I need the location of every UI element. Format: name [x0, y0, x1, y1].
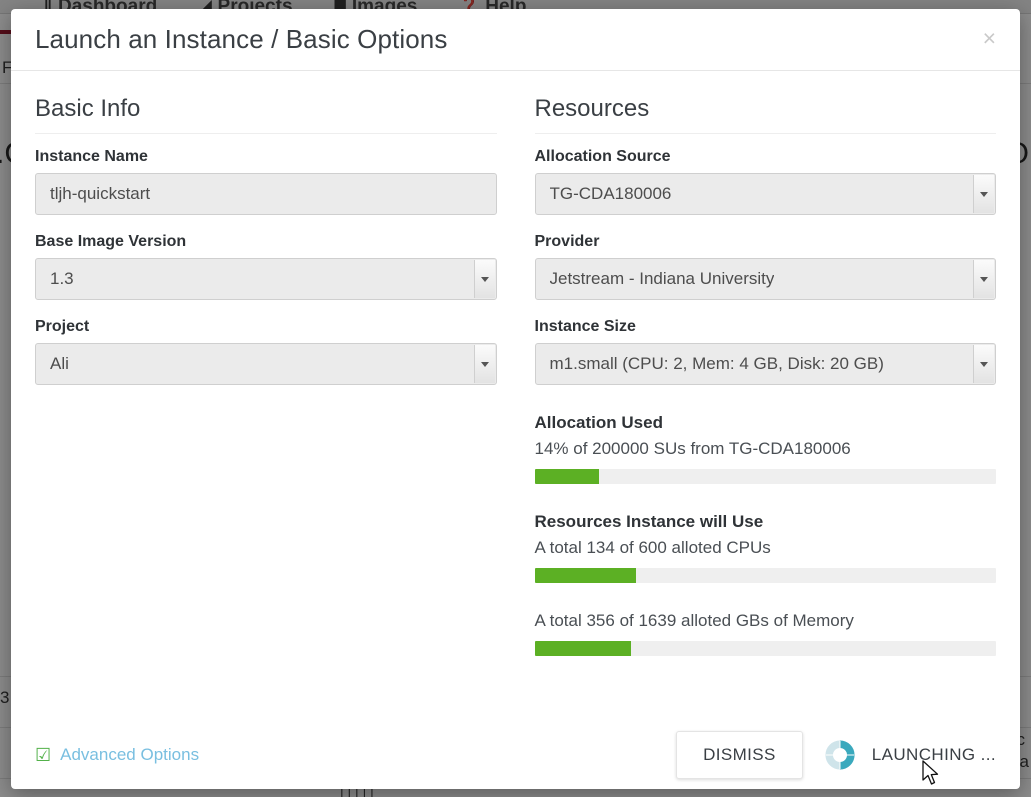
- instance-name-label: Instance Name: [35, 148, 148, 165]
- project-select[interactable]: Ali: [35, 343, 497, 385]
- provider-value: Jetstream - Indiana University: [549, 269, 775, 288]
- close-icon[interactable]: ×: [977, 25, 1002, 52]
- launch-button[interactable]: LAUNCHING ...: [825, 740, 996, 770]
- instance-name-input[interactable]: tljh-quickstart: [35, 173, 497, 215]
- instance-size-value: m1.small (CPU: 2, Mem: 4 GB, Disk: 20 GB…: [549, 354, 884, 373]
- images-icon: █: [334, 0, 346, 14]
- dashboard-icon: ‖: [44, 0, 52, 14]
- checkbox-checked-icon: ☑: [35, 745, 52, 765]
- project-value: Ali: [50, 354, 69, 373]
- resources-heading: Resources: [534, 95, 996, 134]
- modal-header: Launch an Instance / Basic Options ×: [11, 9, 1020, 71]
- cpu-usage-progress: [534, 568, 996, 583]
- background-text-snippet: c: [1016, 730, 1026, 749]
- memory-usage-progress: [534, 641, 996, 656]
- loading-spinner-icon: [825, 740, 855, 770]
- basic-info-heading: Basic Info: [35, 95, 497, 134]
- cpu-usage-text: A total 134 of 600 alloted CPUs: [534, 538, 771, 557]
- chevron-down-icon[interactable]: [473, 260, 495, 298]
- cpu-usage-progress-fill: [534, 568, 637, 583]
- resources-column: Resources Allocation Source TG-CDA180006…: [534, 95, 996, 721]
- allocation-used-text: 14% of 200000 SUs from TG-CDA180006: [534, 439, 851, 458]
- brand-accent-bar: [0, 30, 14, 34]
- modal-footer: ☑ Advanced Options DISMISS LAUNCHING ...: [11, 721, 1020, 789]
- memory-usage-text: A total 356 of 1639 alloted GBs of Memor…: [534, 611, 854, 630]
- background-text-snippet: 3: [0, 688, 10, 707]
- chevron-down-icon[interactable]: [973, 175, 994, 213]
- allocation-source-value: TG-CDA180006: [549, 184, 672, 203]
- allocation-source-label: Allocation Source: [534, 148, 671, 165]
- base-image-version-select[interactable]: 1.3: [35, 258, 497, 300]
- memory-usage-progress-fill: [534, 641, 632, 656]
- launch-instance-modal: Launch an Instance / Basic Options × Bas…: [11, 9, 1020, 789]
- dismiss-button[interactable]: DISMISS: [676, 731, 803, 779]
- modal-title: Launch an Instance / Basic Options: [35, 24, 448, 54]
- instance-size-label: Instance Size: [534, 318, 636, 335]
- allocation-source-select[interactable]: TG-CDA180006: [534, 173, 996, 215]
- advanced-options-label: Advanced Options: [60, 745, 200, 764]
- allocation-used-progress: [534, 469, 996, 484]
- allocation-used-progress-fill: [534, 469, 600, 484]
- chevron-down-icon[interactable]: [473, 345, 495, 383]
- project-label: Project: [35, 318, 90, 335]
- chevron-down-icon[interactable]: [973, 260, 994, 298]
- base-image-version-value: 1.3: [50, 269, 74, 288]
- chevron-down-icon[interactable]: [973, 345, 994, 383]
- advanced-options-link[interactable]: ☑ Advanced Options: [35, 745, 199, 765]
- launch-status-label: LAUNCHING ...: [871, 745, 996, 764]
- instance-name-value: tljh-quickstart: [50, 184, 151, 203]
- basic-info-column: Basic Info Instance Name tljh-quickstart…: [35, 95, 497, 721]
- provider-label: Provider: [534, 233, 600, 250]
- base-image-version-label: Base Image Version: [35, 233, 187, 250]
- instance-usage-heading: Resources Instance will Use: [534, 512, 764, 531]
- provider-select[interactable]: Jetstream - Indiana University: [534, 258, 996, 300]
- modal-body: Basic Info Instance Name tljh-quickstart…: [11, 71, 1020, 721]
- footer-actions: DISMISS LAUNCHING ...: [676, 731, 996, 779]
- instance-size-select[interactable]: m1.small (CPU: 2, Mem: 4 GB, Disk: 20 GB…: [534, 343, 996, 385]
- allocation-used-heading: Allocation Used: [534, 413, 663, 432]
